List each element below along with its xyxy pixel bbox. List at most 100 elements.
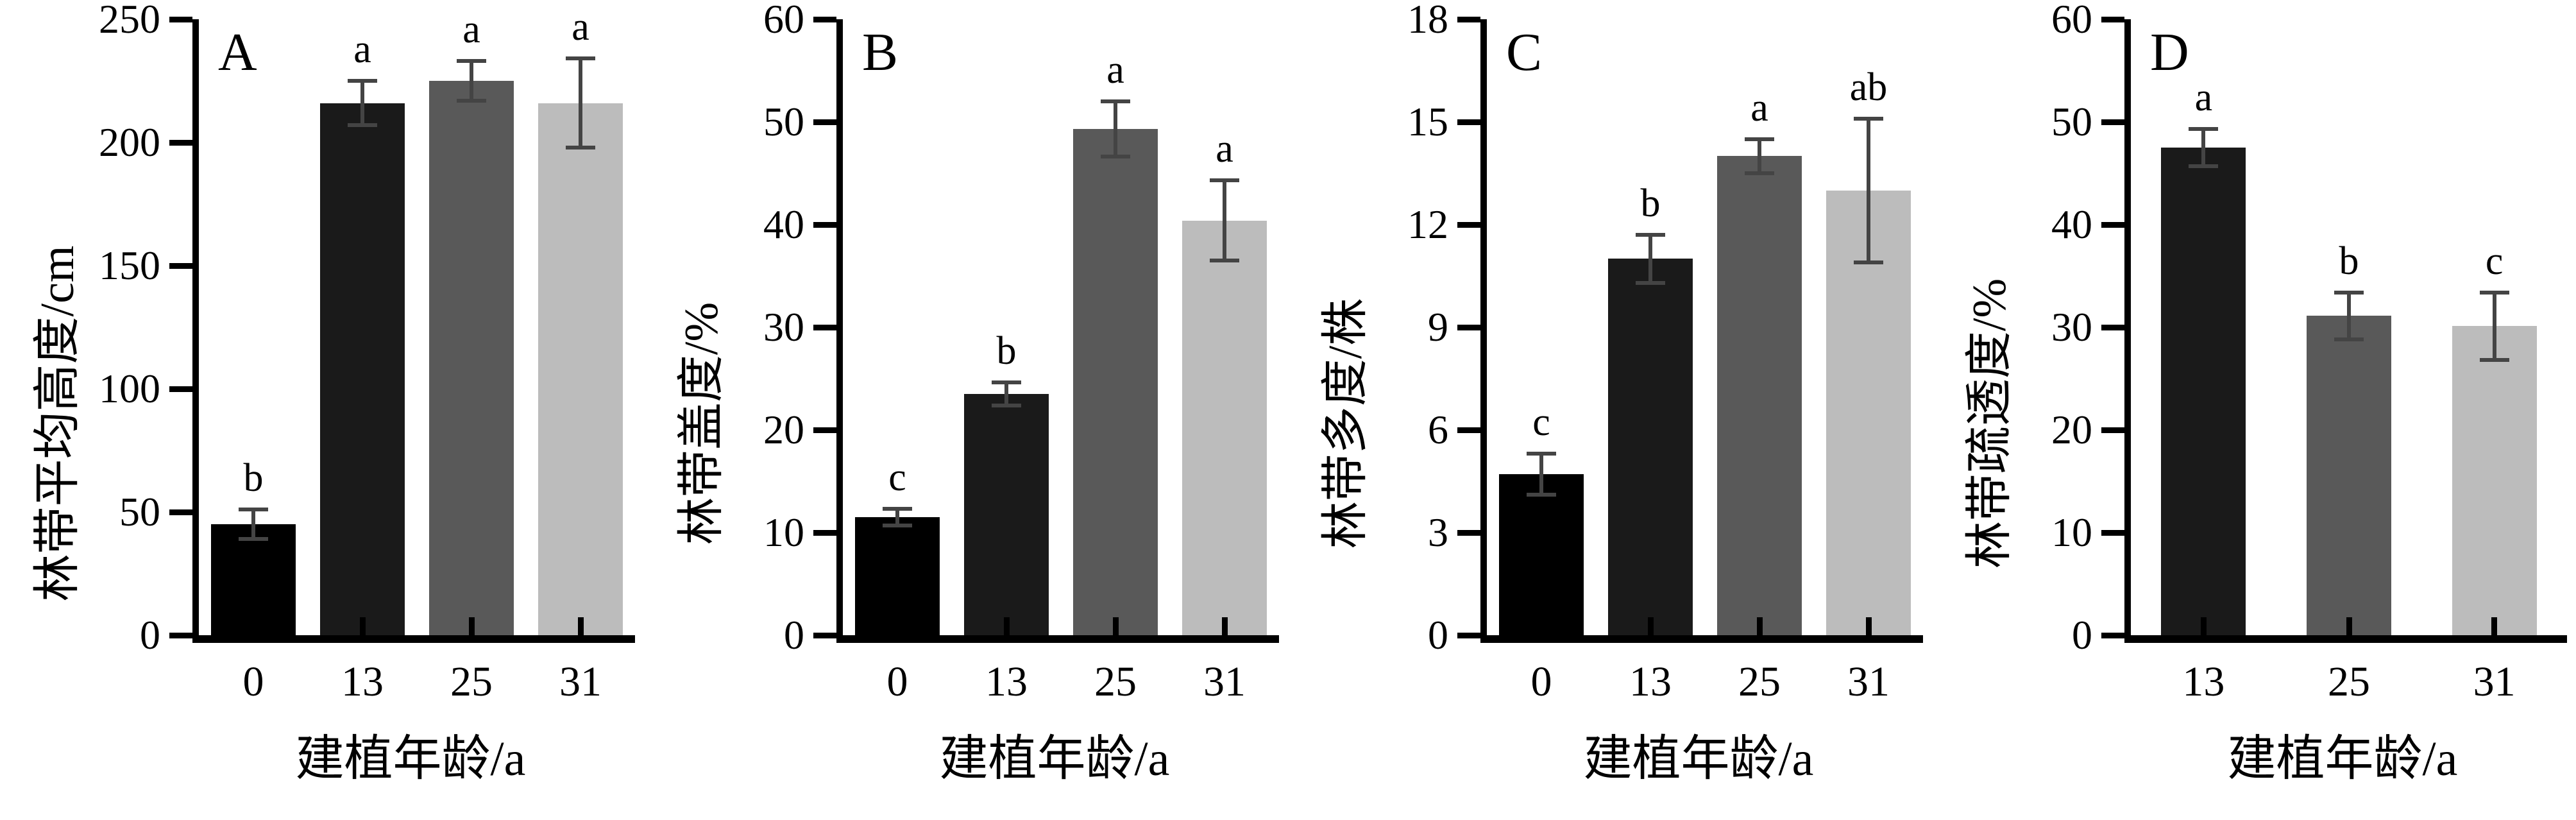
error-bar-cap [2189,164,2219,168]
plot-area-d: D 0 10 20 30 40 50 60 13 a 25 b 31 c [2051,0,2567,705]
error-bar-line [1867,118,1870,262]
error-bar-line [1223,180,1226,261]
y-axis-tick [169,509,192,515]
panel-letter-b: B [862,22,899,82]
bar-0 [855,517,940,635]
bar-31 [538,103,623,635]
x-axis-tick-label: 31 [1203,658,1246,705]
error-bar-line [360,81,364,126]
y-axis-tick-label: 40 [763,201,804,247]
x-axis-tick [1221,617,1228,635]
x-axis-tick [1112,617,1119,635]
y-axis-tick [1457,632,1480,638]
y-axis-tick [1457,324,1480,330]
y-axis-tick-label: 15 [1407,99,1448,144]
x-axis-tick-label: 0 [886,658,908,705]
error-bar-cap [1854,260,1883,264]
x-axis-tick-label: 0 [1530,658,1552,705]
panel-d: 林带疏透度/% D 0 10 20 30 40 50 60 13 a 25 b 31 c 建植年龄/a [1932,0,2576,820]
x-axis-tick [1647,617,1654,635]
error-bar-cap [992,380,1021,385]
y-axis-tick [813,16,836,22]
y-axis-tick [1457,529,1480,536]
error-bar-cap [1854,116,1883,121]
y-axis-tick-label: 3 [1428,509,1448,555]
error-bar-cap [2479,290,2509,295]
significance-letter: a [462,8,480,52]
significance-letter: b [1640,182,1661,225]
y-axis-tick-label: 18 [1407,0,1448,42]
panel-letter-a: A [218,22,257,82]
bar-13 [964,394,1049,635]
x-axis-tick [894,617,901,635]
panel-a: 林带平均高度/cm A 0 50 100 150 200 250 0 b 13 a 25 a 31 a 建… [0,0,644,820]
error-bar-cap [1745,171,1774,175]
x-axis-tick [2346,617,2352,635]
x-axis-tick [1538,617,1545,635]
error-bar-cap [239,537,268,542]
error-bar-cap [348,123,377,128]
bar-25 [1717,156,1802,635]
x-axis-tick-label: 31 [2473,658,2516,705]
error-bar-cap [1101,99,1130,103]
error-bar-cap [457,98,486,103]
error-bar-cap [1210,259,1239,262]
bar-13 [2161,148,2246,635]
significance-letter: a [1106,48,1124,92]
significance-letter: a [353,28,371,71]
x-axis-title-a: 建植年龄/a [295,732,526,786]
x-axis-tick-label: 25 [450,658,493,705]
error-bar-line [2492,292,2496,361]
x-axis-title-b: 建植年龄/a [939,732,1170,786]
significance-letter: a [1216,127,1233,171]
bar-31 [2452,326,2537,635]
y-axis-tick-label: 20 [2051,407,2092,452]
x-axis-tick-label: 31 [1847,658,1890,705]
y-axis-tick [813,324,836,330]
significance-letter: a [572,5,589,49]
bar-31 [1826,190,1911,635]
y-axis-tick [1457,427,1480,433]
bar-0 [1499,474,1584,635]
error-bar-line [470,61,473,101]
error-bar-cap [239,508,268,512]
error-bar-cap [2334,290,2364,295]
y-axis-tick-label: 150 [99,243,160,288]
error-bar-line [1539,454,1543,495]
error-bar-cap [1636,233,1665,237]
plot-area-b: B 0 10 20 30 40 50 60 0 c 13 b 25 a 31 a [763,0,1279,705]
significance-letter: a [2194,76,2213,120]
y-axis-tick-label: 9 [1428,304,1448,350]
error-bar-cap [1210,178,1239,183]
error-bar-line [251,509,255,540]
y-axis-tick-label: 100 [99,366,160,411]
significance-letter: b [2339,239,2359,283]
error-bar-cap [1101,155,1130,159]
y-axis-tick-label: 6 [1428,407,1448,452]
y-axis-tick-label: 30 [763,304,804,350]
bar-13 [320,103,405,635]
error-bar-cap [1527,493,1556,497]
plot-area-a: A 0 50 100 150 200 250 0 b 13 a 25 a 31 a [99,0,635,705]
y-axis-tick [813,119,836,125]
y-axis-tick [813,529,836,536]
y-axis-tick-label: 12 [1407,201,1448,247]
y-axis-tick-label: 60 [2051,0,2092,42]
x-axis-tick-label: 31 [559,658,602,705]
y-axis-tick [169,139,192,146]
y-axis-tick-label: 60 [763,0,804,42]
y-axis-tick [813,632,836,638]
significance-letter: c [888,456,906,500]
error-bar-cap [2479,358,2509,363]
error-bar-cap [2189,127,2219,132]
error-bar-cap [566,145,595,149]
y-axis-tick-label: 30 [2051,304,2092,350]
x-axis-tick [1865,617,1872,635]
bar-25 [429,81,514,635]
x-axis-tick-label: 13 [985,658,1028,705]
x-axis-tick [250,617,257,635]
error-bar-line [2347,292,2351,340]
significance-letter: b [996,329,1017,373]
x-axis-tick-label: 0 [242,658,264,705]
y-axis-tick [813,221,836,228]
